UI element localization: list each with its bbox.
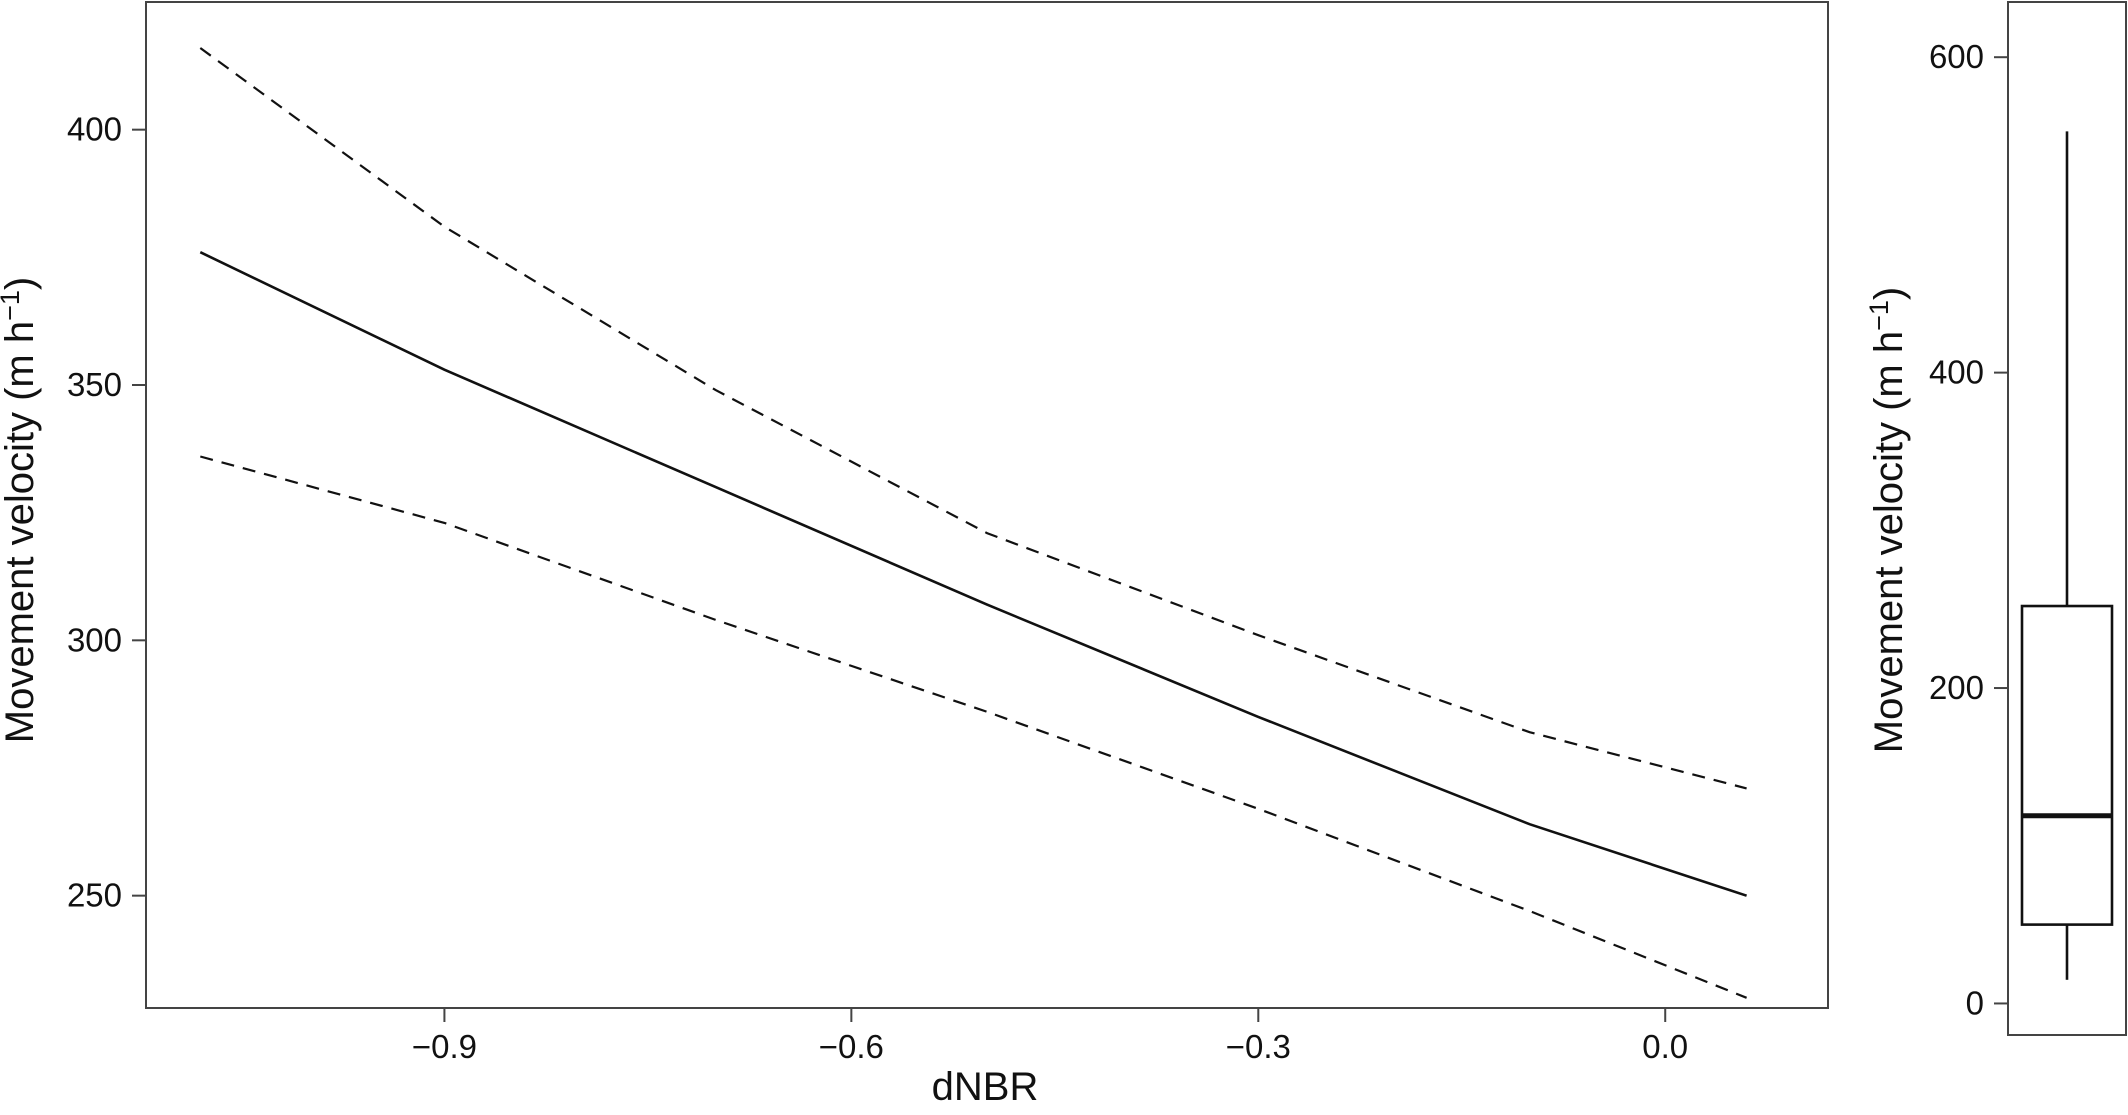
y-tick-label: 400 — [67, 111, 122, 148]
box-panel-frame — [2007, 1, 2127, 1036]
box-y-axis: 0 200 400 600 — [1929, 38, 2008, 1021]
upper-confidence-line — [199, 47, 1747, 790]
line-panel: −0.9 −0.6 −0.3 0.0 250 300 350 400 dNBR Moveme… — [0, 1, 1829, 1109]
box-panel: 0 200 400 600 Movement velocity (m h−1) — [1864, 1, 2127, 1036]
box-y-axis-title-text: Movement velocity (m h — [1867, 331, 1911, 753]
interquartile-box — [2020, 604, 2114, 926]
box-y-tick-label: 0 — [1966, 984, 1984, 1021]
y-tick-label: 350 — [67, 366, 122, 403]
y-axis-title-text: Movement velocity (m h — [0, 321, 42, 743]
y-tick-label: 300 — [67, 621, 122, 658]
y-axis-title-superscript: −1 — [0, 290, 25, 321]
box-y-axis-title-superscript: −1 — [1864, 300, 1894, 331]
box-y-tick-label: 200 — [1929, 669, 1984, 706]
box-y-tick-label: 400 — [1929, 354, 1984, 391]
x-tick-label: −0.6 — [819, 1028, 884, 1065]
x-axis: −0.9 −0.6 −0.3 0.0 — [412, 1008, 1688, 1065]
x-axis-title: dNBR — [932, 1065, 1039, 1109]
fitted-line — [199, 251, 1748, 897]
x-tick-label: −0.3 — [1226, 1028, 1291, 1065]
x-tick-label: 0.0 — [1642, 1028, 1688, 1065]
y-axis: 250 300 350 400 — [67, 111, 146, 914]
box-plot — [2020, 131, 2114, 980]
x-tick-label: −0.9 — [412, 1028, 477, 1065]
box-y-axis-title-end: ) — [1867, 287, 1911, 300]
y-axis-title: Movement velocity (m h−1) — [0, 277, 42, 743]
box-y-tick-label: 600 — [1929, 38, 1984, 75]
box-y-axis-title: Movement velocity (m h−1) — [1864, 287, 1911, 753]
y-axis-title-end: ) — [0, 277, 42, 290]
y-tick-label: 250 — [67, 877, 122, 914]
plot-area — [199, 47, 1748, 999]
line-panel-frame — [145, 1, 1829, 1009]
lower-confidence-line — [200, 455, 1748, 999]
